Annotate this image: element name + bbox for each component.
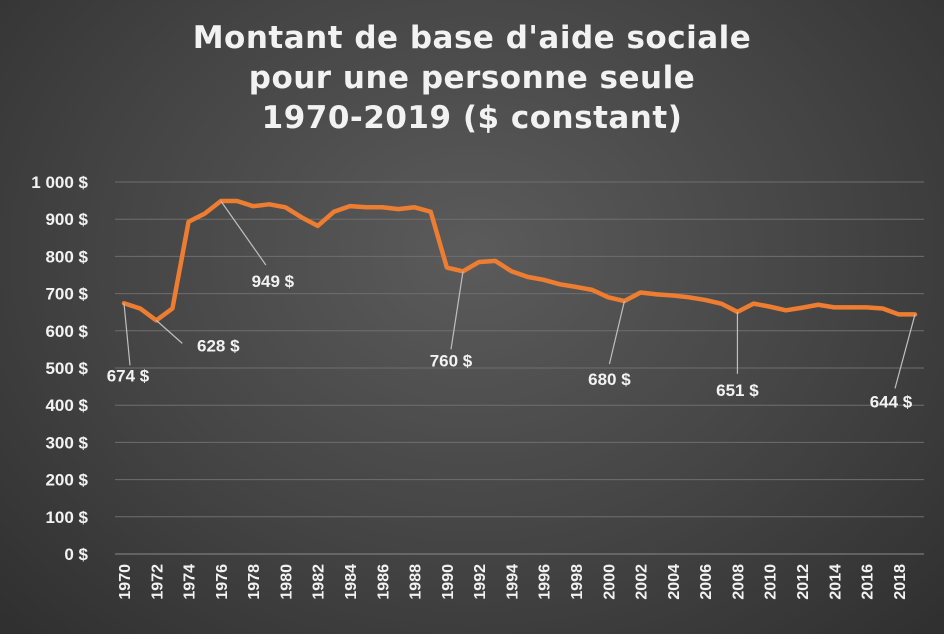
x-tick-label: 1988 — [408, 564, 425, 600]
x-tick-label: 1992 — [472, 564, 489, 600]
y-tick-label: 500 $ — [45, 359, 88, 378]
y-tick-label: 800 $ — [45, 247, 88, 266]
y-tick-label: 600 $ — [45, 322, 88, 341]
data-label: 628 $ — [197, 336, 240, 355]
annotation-leader-line — [220, 200, 267, 266]
chart-title: Montant de base d'aide sociale pour une … — [0, 18, 944, 138]
data-label: 949 $ — [252, 272, 295, 291]
x-tick-label: 1996 — [537, 564, 554, 600]
x-tick-label: 2012 — [795, 564, 812, 600]
chart-title-line: Montant de base d'aide sociale — [192, 20, 752, 56]
x-tick-label: 1972 — [149, 564, 166, 600]
x-tick-label: 1984 — [343, 564, 360, 600]
x-tick-label: 2018 — [892, 564, 909, 600]
x-tick-label: 1982 — [311, 564, 328, 600]
data-label: 674 $ — [107, 366, 150, 385]
x-tick-label: 1974 — [182, 564, 199, 600]
x-tick-label: 2006 — [698, 564, 715, 600]
annotation-leader-line — [608, 300, 626, 365]
y-tick-label: 0 $ — [64, 545, 88, 564]
x-tick-label: 2002 — [634, 564, 651, 600]
data-label: 680 $ — [588, 370, 631, 389]
y-tick-label: 900 $ — [45, 210, 88, 229]
chart-title-line: pour une personne seule — [248, 60, 696, 96]
y-tick-label: 200 $ — [45, 471, 88, 490]
x-tick-label: 1994 — [504, 564, 521, 600]
data-label: 651 $ — [716, 381, 759, 400]
x-tick-label: 2000 — [601, 564, 618, 600]
y-tick-label: 400 $ — [45, 396, 88, 415]
x-tick-label: 1976 — [214, 564, 231, 600]
data-label: 760 $ — [430, 351, 473, 370]
y-tick-label: 300 $ — [45, 433, 88, 452]
x-tick-label: 1998 — [569, 564, 586, 600]
x-tick-label: 1970 — [117, 564, 134, 600]
x-tick-label: 2010 — [763, 564, 780, 600]
annotation-leader-line — [155, 319, 183, 344]
annotation-leader-line — [894, 314, 916, 389]
y-tick-label: 1 000 $ — [31, 173, 88, 192]
annotation-leader-line — [123, 303, 131, 366]
data-label: 644 $ — [870, 392, 913, 411]
x-tick-label: 1978 — [246, 564, 263, 600]
x-tick-label: 1986 — [375, 564, 392, 600]
x-tick-label: 2016 — [860, 564, 877, 600]
x-tick-label: 2008 — [730, 564, 747, 600]
x-tick-label: 2004 — [666, 564, 683, 600]
series-line — [121, 198, 918, 323]
y-tick-label: 700 $ — [45, 285, 88, 304]
chart-title-line: 1970-2019 ($ constant) — [261, 100, 683, 136]
x-tick-label: 1990 — [440, 564, 457, 600]
x-tick-label: 2014 — [827, 564, 844, 600]
y-tick-label: 100 $ — [45, 508, 88, 527]
x-tick-label: 1980 — [278, 564, 295, 600]
annotation-leader-line — [450, 271, 464, 350]
